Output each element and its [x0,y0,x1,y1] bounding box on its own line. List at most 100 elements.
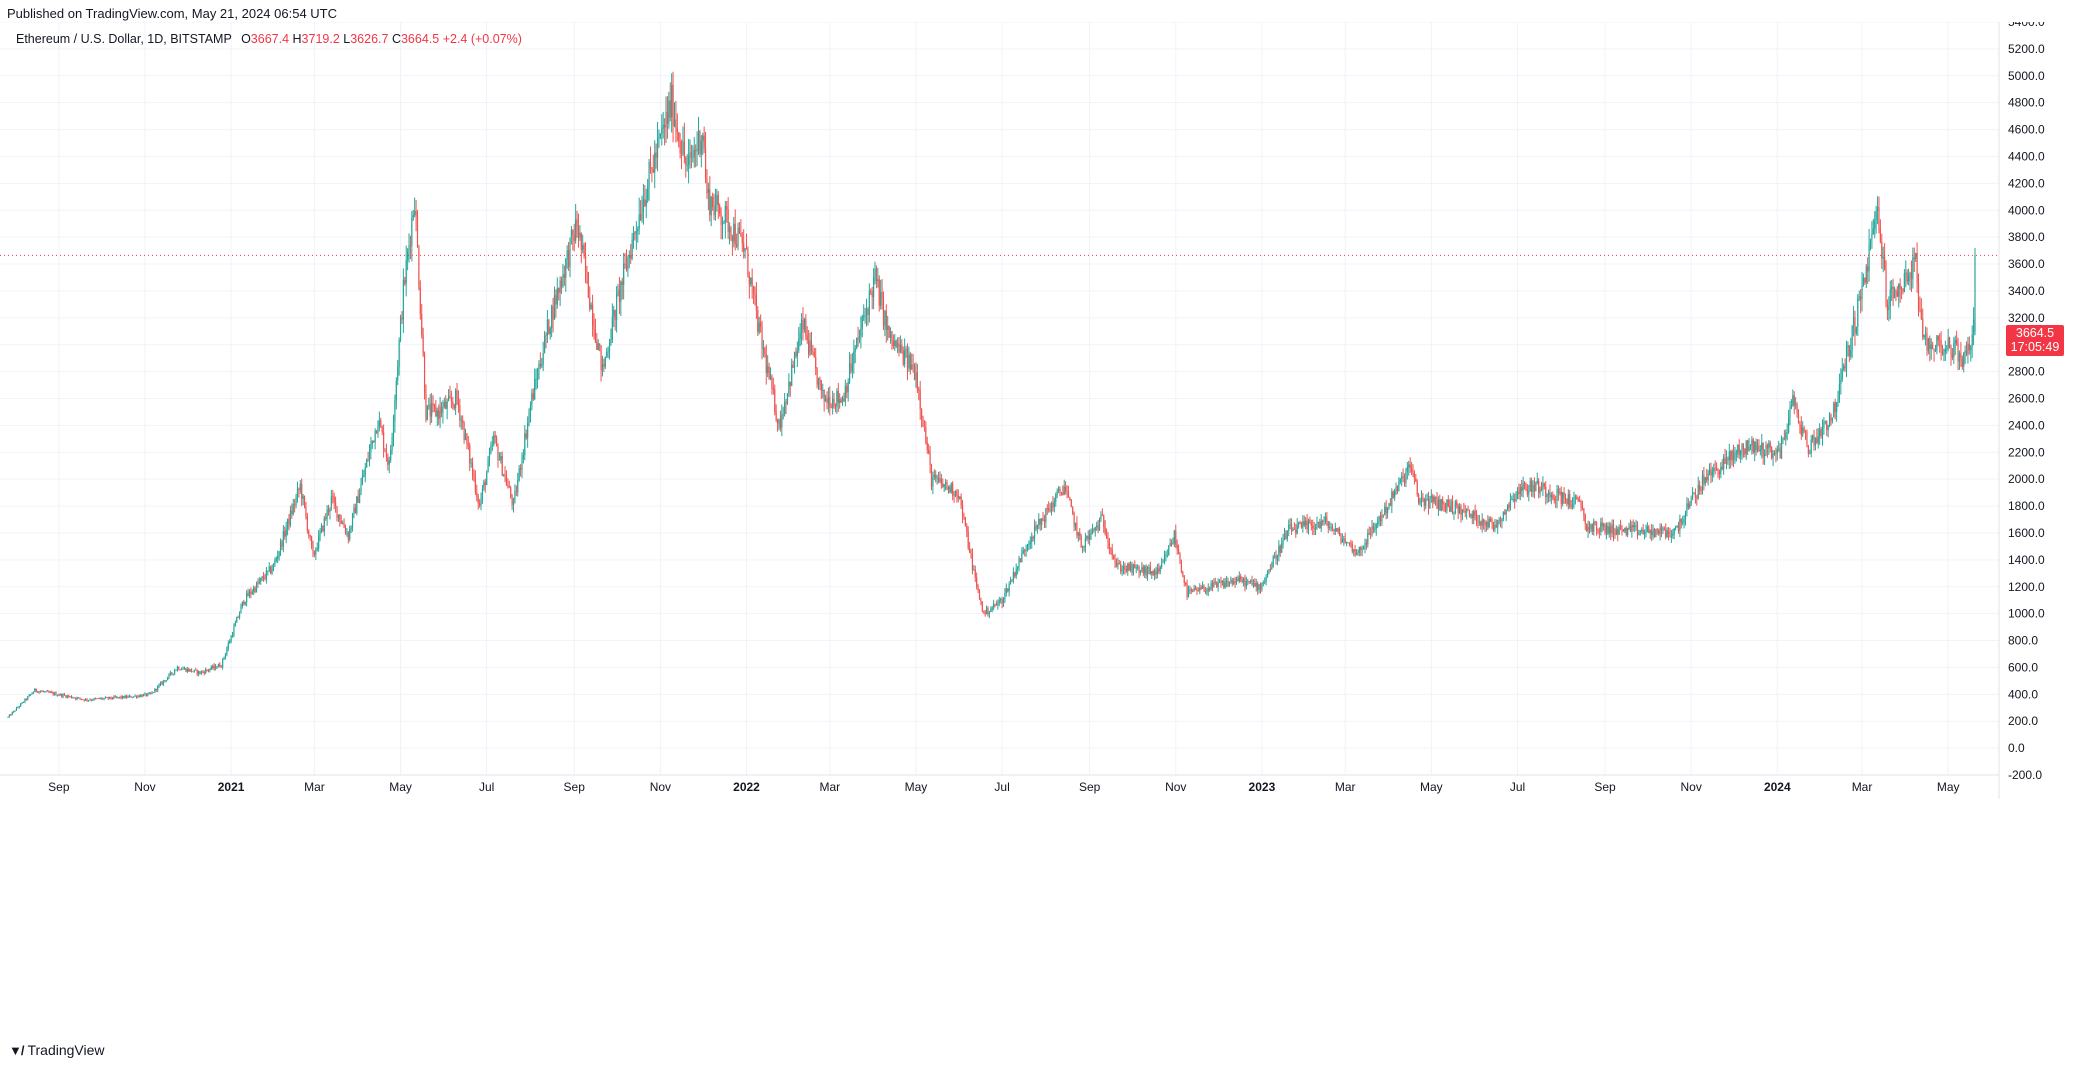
candle-body [1300,522,1303,528]
candle-body [1045,508,1047,523]
candle-body [1546,495,1548,497]
candle-body [793,352,796,368]
candle-body [707,189,709,194]
candle-body [322,525,324,532]
candle-body [1604,524,1606,533]
candle-body [868,290,870,315]
candle-body [346,532,348,534]
candle-body [262,576,265,579]
candle-body [1848,345,1850,357]
candle-body [296,488,299,497]
candle-body [1881,241,1883,259]
candle-body [966,525,968,532]
candle-body [1286,530,1288,539]
candle-body [543,335,546,354]
candle-body [1521,487,1523,491]
candle-body [1406,467,1408,472]
candle-body [305,506,307,517]
candle-body [689,152,691,156]
candle-body [1865,266,1867,283]
time-axis-label: Mar [304,780,325,794]
candle-body [423,354,426,394]
candle-body [171,672,173,674]
candle-body [853,351,855,365]
price-axis-label: 2400.0 [2008,418,2045,432]
candle-body [247,592,249,597]
candle-body [628,254,630,258]
candle-body [1686,503,1688,511]
candle-body [959,496,961,499]
candle-body [676,128,678,133]
candle-body [531,393,533,406]
candle-body [1642,529,1644,535]
candle-body [17,707,19,709]
candle-body [1447,499,1449,506]
candle-body [162,680,164,685]
candle-body [1172,543,1174,545]
candle-body [431,403,433,417]
candle-body [870,290,872,292]
candle-body [1189,589,1191,591]
candle-body [175,669,177,671]
candle-body [1079,532,1081,537]
candle-body [834,405,837,407]
candle-body [1264,581,1266,583]
candle-body [1535,483,1537,492]
chart-area[interactable]: -200.0 0.0 200.0 400.0 600.0 800.0 1000.0 1200.… [0,22,2079,1042]
candle-body [906,348,909,369]
candle-body [945,482,947,485]
candle-body [1454,501,1456,513]
candle-body [1057,488,1060,492]
candle-body [1577,498,1579,501]
candle-body [1209,588,1211,590]
candle-body [1752,439,1754,452]
candle-body [1629,526,1632,532]
candle-body [545,335,547,337]
candle-body [62,694,64,697]
candle-body [8,714,11,717]
candle-body [56,695,59,696]
candle-body [1468,510,1471,517]
candle-body [1680,519,1682,523]
candle-body [1354,549,1356,556]
candle-body [1148,567,1150,569]
candle-body [1677,525,1680,531]
candle-body [1159,567,1161,572]
candle-body [1581,505,1584,509]
candle-body [395,380,397,401]
candle-body [1861,284,1863,300]
candle-body [226,648,228,655]
candle-body [1433,496,1435,503]
candlestick-chart[interactable]: -200.0 0.0 200.0 400.0 600.0 800.0 1000.0 1200.… [0,22,2079,1042]
candle-body [648,162,650,187]
candle-body [896,343,899,347]
candle-body [1432,495,1434,503]
candle-body [642,199,645,212]
price-axis-label: 4800.0 [2008,96,2045,110]
candle-body [1860,296,1862,300]
candle-body [34,688,36,693]
footer-branding[interactable]: ▼/ TradingView [9,1042,105,1058]
candle-body [762,347,765,349]
candle-body [1103,515,1105,527]
candle-body [1560,491,1562,504]
candle-body [121,696,123,699]
candle-body [784,402,786,415]
candle-body [1338,528,1341,536]
candle-body [1971,334,1973,347]
candle-body [1727,458,1729,461]
candle-body [1403,477,1406,484]
candle-body [1290,524,1293,532]
ohlc-values: O3667.4 H3719.2 L3626.7 C3664.5 +2.4 (+0… [241,32,522,46]
candle-body [1464,511,1466,513]
candle-body [61,693,63,697]
candle-body [1049,510,1051,512]
candle-body [1720,466,1722,475]
candle-body [596,341,598,350]
candle-body [82,699,84,701]
candle-body [384,448,386,452]
candle-body [850,363,852,372]
candle-body [1806,432,1808,447]
candle-body [508,486,510,488]
candle-body [1820,429,1822,437]
